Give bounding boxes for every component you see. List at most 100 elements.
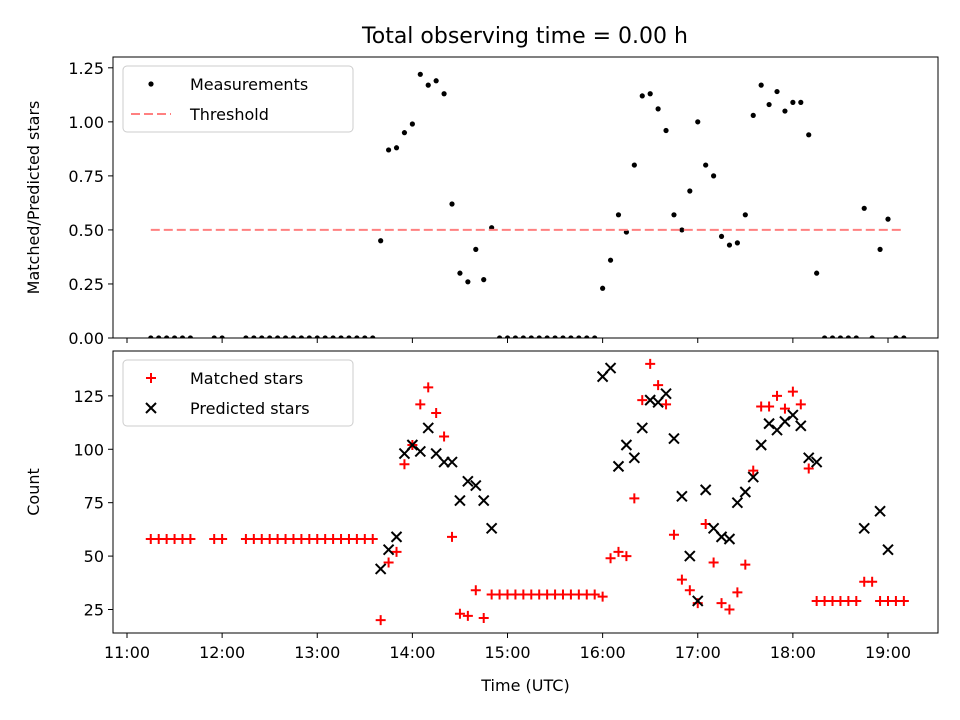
measurement-point (306, 335, 312, 338)
x-tick-label: 14:00 (389, 643, 435, 662)
measurement-point (370, 335, 376, 338)
measurement-point (821, 335, 828, 338)
matched-point (629, 493, 640, 504)
y-axis-label: Matched/Predicted stars (24, 101, 43, 295)
legend-x-swatch (145, 402, 157, 414)
y-tick-label: 75 (84, 494, 104, 513)
y-tick-label: 0.00 (68, 329, 104, 348)
matched-point (375, 615, 386, 626)
measurement-point (703, 162, 709, 168)
measurement-point (354, 335, 360, 338)
x-tick-label: 13:00 (294, 643, 340, 662)
measurement-point (251, 335, 257, 338)
predicted-point (485, 522, 498, 535)
predicted-point (406, 439, 419, 451)
predicted-point (779, 415, 791, 428)
matched-point (668, 529, 679, 540)
legend-box (122, 359, 354, 427)
matched-point (454, 608, 465, 619)
measurement-point (393, 145, 400, 151)
x-tick-label: 12:00 (199, 643, 245, 662)
measurement-point (243, 335, 249, 338)
legend-label: Predicted stars (190, 399, 310, 418)
predicted-point (628, 452, 641, 464)
y-tick-label: 100 (73, 440, 104, 459)
matched-point (478, 613, 489, 624)
matched-point (217, 534, 228, 544)
predicted-point (692, 595, 704, 607)
measurement-point (417, 71, 423, 77)
matched-point (764, 401, 775, 412)
measurement-point (814, 270, 820, 276)
legend-dot-swatch (148, 81, 154, 87)
matched-point (708, 557, 719, 568)
measurement-point (156, 335, 162, 338)
measurement-point (845, 335, 851, 338)
measurement-point (171, 335, 178, 338)
measurement-point (346, 335, 352, 338)
x-tick-label: 18:00 (770, 643, 816, 662)
matched-point (431, 407, 442, 418)
measurement-point (655, 106, 661, 112)
predicted-point (668, 432, 680, 445)
matched-point (645, 358, 656, 369)
measurement-point (766, 101, 772, 108)
measurement-point (893, 335, 899, 338)
measurement-point (187, 335, 194, 338)
measurement-point (600, 285, 606, 291)
measurement-point (568, 335, 574, 338)
matched-point (391, 546, 402, 557)
predicted-point (874, 505, 886, 517)
measurement-point (179, 335, 186, 338)
count-panel: 11:00 12:00 13:00 14:00 15:00 16:00 17:00 18:00… (24, 350, 939, 695)
measurement-point (829, 335, 836, 338)
y-tick-label: 125 (73, 387, 104, 406)
matched-point (637, 395, 648, 406)
measurement-point (496, 335, 503, 338)
predicted-point (787, 409, 799, 421)
x-tick-label: 16:00 (580, 643, 626, 662)
matched-point (367, 534, 378, 544)
measurement-point (148, 335, 154, 338)
matched-point (795, 399, 806, 410)
matched-point (399, 459, 410, 470)
measurement-point (679, 227, 685, 233)
legend: Measurements Threshold (122, 65, 354, 133)
measurement-point (481, 277, 487, 283)
predicted-point (715, 531, 728, 543)
y-tick-label: 0.25 (68, 275, 104, 294)
axes-frame (112, 350, 939, 634)
measurement-point (718, 233, 725, 240)
matched-point (898, 595, 909, 606)
predicted-point (604, 362, 617, 374)
measurement-point (671, 212, 677, 218)
predicted-point (676, 490, 688, 502)
measurement-point (631, 162, 637, 168)
matched-point (716, 598, 727, 609)
x-tick-label: 17:00 (675, 643, 721, 662)
measurement-point (774, 88, 780, 95)
measurement-point (782, 108, 788, 114)
y-tick-label: 0.50 (68, 221, 104, 240)
series-measurements (148, 71, 907, 338)
predicted-point (803, 452, 815, 464)
predicted-point (739, 486, 752, 498)
measurement-point (425, 82, 431, 88)
y-tick-label: 1.25 (68, 59, 104, 78)
measurement-point (639, 93, 645, 99)
matched-point (867, 576, 878, 587)
predicted-point (731, 496, 744, 509)
x-tick-label: 11:00 (104, 643, 150, 662)
measurement-point (758, 82, 764, 88)
matched-point (470, 585, 481, 596)
predicted-point (755, 439, 767, 451)
predicted-point (446, 456, 458, 468)
predicted-point (374, 563, 387, 575)
matched-point (589, 589, 600, 600)
measurement-point (607, 257, 614, 263)
ratio-panel: 0.00 0.25 0.50 0.75 1.00 1.25 Matched/Predicte… (24, 56, 939, 348)
legend-label: Threshold (189, 105, 269, 124)
measurement-point (449, 201, 455, 207)
predicted-point (723, 533, 736, 545)
axes-frame (112, 56, 939, 339)
